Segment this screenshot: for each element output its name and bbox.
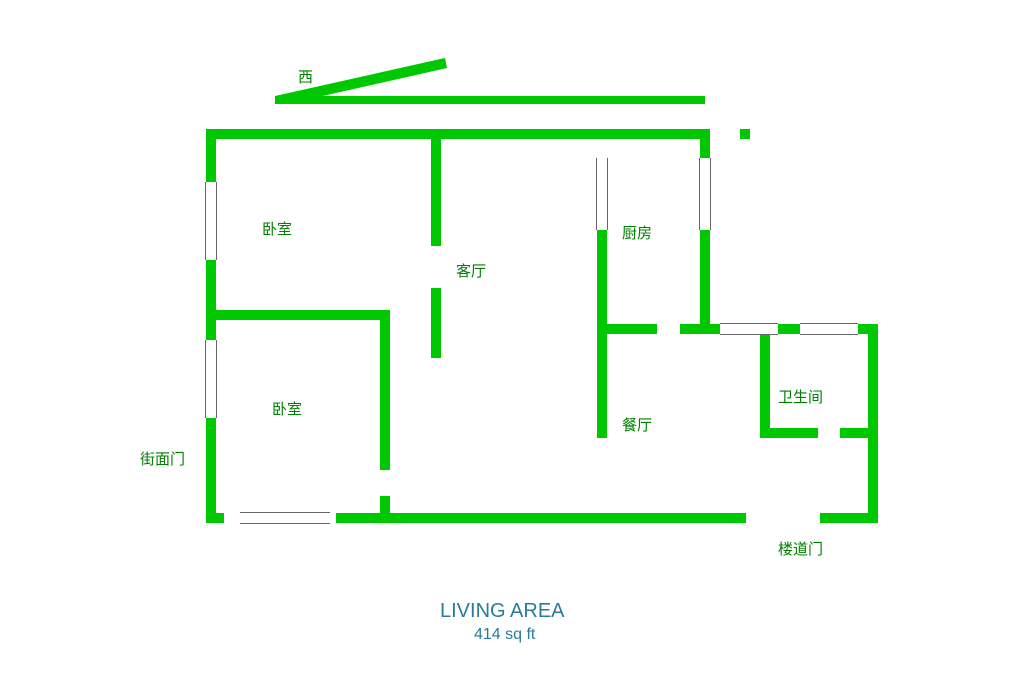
window — [240, 512, 330, 524]
label-bedroom-2: 卧室 — [272, 398, 302, 419]
window — [596, 158, 608, 230]
living-area-sqft: 414 sq ft — [474, 626, 535, 644]
label-kitchen: 厨房 — [622, 222, 652, 243]
wall — [431, 288, 441, 358]
wall — [206, 513, 224, 523]
wall — [760, 428, 818, 438]
wall — [380, 496, 390, 523]
wall — [868, 324, 878, 523]
wall — [597, 324, 657, 334]
wall — [206, 129, 710, 139]
window — [800, 323, 858, 335]
label-dining: 餐厅 — [622, 414, 652, 435]
label-bathroom: 卫生间 — [778, 386, 823, 407]
floorplan-canvas: 西 卧室 卧室 客厅 厨房 餐厅 卫生间 街面门 楼道门 LIVING AREA… — [0, 0, 1014, 700]
wall — [380, 310, 390, 470]
label-bedroom-1: 卧室 — [262, 218, 292, 239]
wall — [431, 129, 441, 246]
label-street-door: 街面门 — [140, 448, 185, 469]
wall — [336, 513, 746, 523]
window — [699, 158, 711, 230]
living-area-title: LIVING AREA — [440, 600, 565, 623]
window — [720, 323, 778, 335]
wall — [840, 428, 878, 438]
compass-arrow — [275, 56, 705, 104]
window — [205, 182, 217, 260]
wall — [206, 310, 384, 320]
wall — [760, 324, 770, 438]
wall — [740, 129, 750, 139]
wall — [680, 324, 710, 334]
label-living: 客厅 — [456, 260, 486, 281]
window — [205, 340, 217, 418]
compass-label: 西 — [298, 66, 313, 87]
label-hallway-door: 楼道门 — [778, 538, 823, 559]
